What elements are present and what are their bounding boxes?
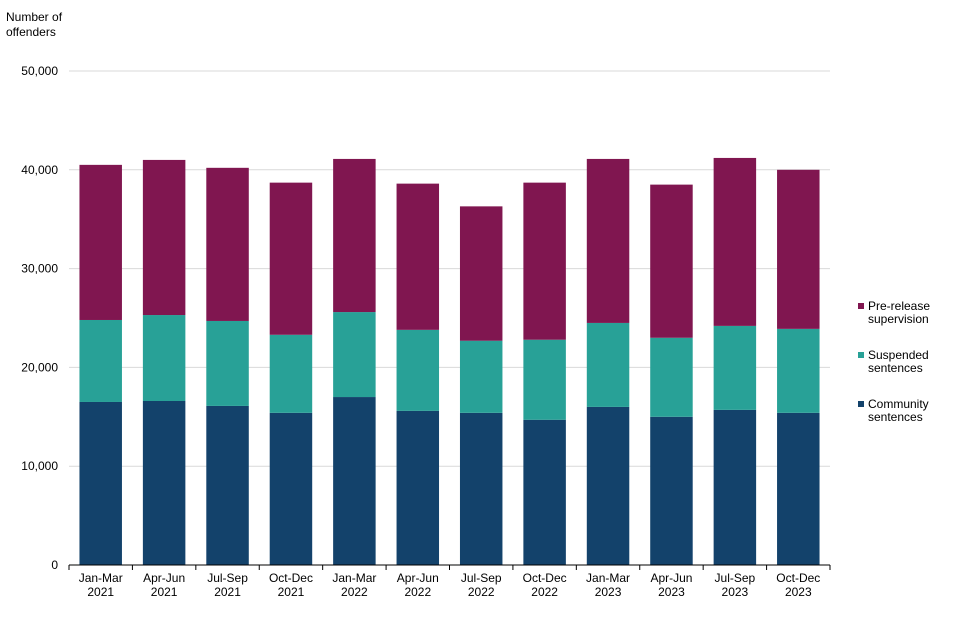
legend-item-pre-release-supervision: Pre-release supervision: [858, 300, 958, 349]
bar-segment-pre-release-supervision: [142, 159, 186, 316]
bar-segment-community-sentences: [650, 416, 693, 565]
bar-segment-pre-release-supervision: [269, 182, 313, 335]
x-tick-label: 2022: [468, 585, 495, 599]
bar-segment-suspended-sentences: [650, 337, 693, 417]
bar-segment-suspended-sentences: [206, 320, 249, 406]
x-tick-label: 2021: [214, 585, 241, 599]
bar-segment-community-sentences: [79, 401, 122, 565]
legend-label-line: sentences: [868, 361, 923, 375]
x-tick-label: 2021: [278, 585, 305, 599]
x-tick-label: 2022: [531, 585, 558, 599]
x-tick-label: 2022: [341, 585, 368, 599]
x-tick-label: Jan-Mar: [332, 571, 376, 585]
bar-segment-pre-release-supervision: [396, 183, 440, 330]
bar-segment-community-sentences: [396, 410, 440, 565]
bar-segment-community-sentences: [459, 412, 503, 565]
y-tick-label: 40,000: [21, 163, 58, 177]
bar-segment-community-sentences: [523, 419, 566, 565]
x-tick-label: 2021: [87, 585, 114, 599]
bar-segment-community-sentences: [586, 406, 630, 565]
x-tick-label: Apr-Jun: [650, 571, 692, 585]
x-tick-label: 2021: [151, 585, 178, 599]
x-tick-label: 2023: [658, 585, 685, 599]
bar-segment-community-sentences: [777, 412, 820, 565]
bar-segment-suspended-sentences: [396, 329, 440, 411]
legend-swatch-community-sentences: [858, 401, 864, 407]
y-axis-ticks: 0 10,000 20,000 30,000 40,000 50,000: [21, 64, 58, 572]
bar-segment-suspended-sentences: [523, 339, 566, 420]
x-tick-label: 2023: [722, 585, 749, 599]
x-tick-label: Jul-Sep: [461, 571, 502, 585]
legend-swatch-suspended-sentences: [858, 352, 864, 358]
bar-segment-pre-release-supervision: [650, 184, 693, 338]
bar-segment-pre-release-supervision: [79, 164, 122, 320]
y-tick-label: 30,000: [21, 262, 58, 276]
legend-label-line: sentences: [868, 410, 923, 424]
bar-segment-suspended-sentences: [333, 312, 376, 398]
legend-swatch-pre-release-supervision: [858, 303, 864, 309]
x-tick-label: Oct-Dec: [523, 571, 567, 585]
legend-item-suspended-sentences: Suspended sentences: [858, 349, 958, 398]
bar-segment-pre-release-supervision: [713, 157, 757, 326]
y-tick-label: 10,000: [21, 459, 58, 473]
bar-segment-suspended-sentences: [777, 328, 820, 413]
y-tick-label: 50,000: [21, 64, 58, 78]
x-tick-label: Jul-Sep: [715, 571, 756, 585]
legend-label-line: supervision: [868, 312, 929, 326]
bar-segment-suspended-sentences: [142, 315, 186, 401]
bars: [79, 157, 820, 565]
bar-segment-pre-release-supervision: [777, 169, 820, 329]
bar-segment-community-sentences: [713, 409, 757, 565]
x-tick-label: 2023: [785, 585, 812, 599]
x-tick-label: Jan-Mar: [586, 571, 630, 585]
x-tick-label: 2023: [595, 585, 622, 599]
bar-segment-suspended-sentences: [586, 322, 630, 407]
y-axis-title: Number of offenders: [6, 10, 63, 39]
bar-segment-suspended-sentences: [269, 334, 313, 413]
bar-segment-suspended-sentences: [79, 319, 122, 402]
x-axis: Jan-Mar2021Apr-Jun2021Jul-Sep2021Oct-Dec…: [68, 564, 831, 599]
bar-segment-suspended-sentences: [459, 340, 503, 413]
x-tick-label: 2022: [404, 585, 431, 599]
bar-segment-community-sentences: [206, 405, 249, 565]
legend-item-community-sentences: Community sentences: [858, 398, 958, 447]
x-tick-label: Jul-Sep: [207, 571, 248, 585]
x-tick-label: Jan-Mar: [79, 571, 123, 585]
bar-segment-pre-release-supervision: [586, 158, 630, 323]
y-tick-label: 20,000: [21, 360, 58, 374]
x-tick-label: Apr-Jun: [143, 571, 185, 585]
bar-segment-suspended-sentences: [713, 325, 757, 410]
legend: Pre-release supervision Suspended senten…: [858, 300, 958, 447]
gridlines: [69, 70, 830, 467]
bar-segment-pre-release-supervision: [333, 158, 376, 313]
x-tick-label: Apr-Jun: [397, 571, 439, 585]
bar-segment-community-sentences: [142, 400, 186, 565]
bar-segment-pre-release-supervision: [459, 206, 503, 341]
bar-segment-community-sentences: [333, 397, 376, 565]
x-tick-label: Oct-Dec: [776, 571, 820, 585]
legend-label-line: Community: [868, 397, 929, 411]
legend-label-line: Suspended: [868, 348, 929, 362]
bar-segment-pre-release-supervision: [523, 182, 566, 340]
legend-label-line: Pre-release: [868, 299, 931, 313]
bar-segment-pre-release-supervision: [206, 167, 249, 321]
x-tick-label: Oct-Dec: [269, 571, 313, 585]
y-tick-label: 0: [51, 558, 58, 572]
bar-segment-community-sentences: [269, 412, 313, 565]
